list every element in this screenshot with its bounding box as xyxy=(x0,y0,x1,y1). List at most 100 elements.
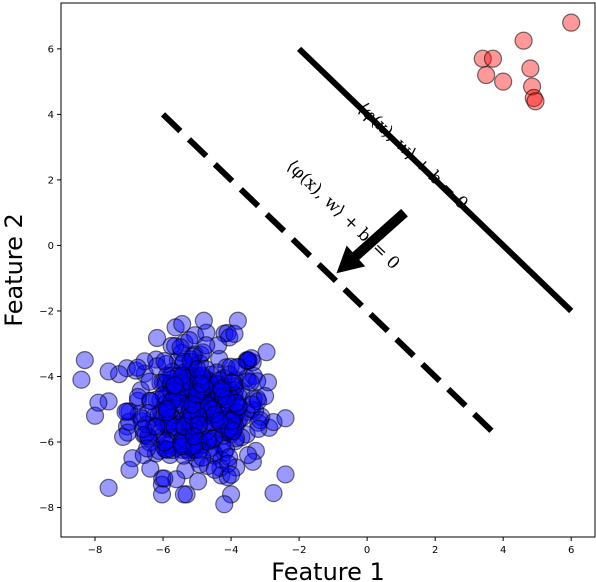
class-b-point xyxy=(128,358,147,377)
class-b-point xyxy=(89,393,108,412)
class-a-point xyxy=(483,49,503,68)
points-layer xyxy=(72,13,581,514)
class-b-point xyxy=(249,419,268,438)
class-b-point xyxy=(75,350,94,370)
class-a-point xyxy=(494,72,513,91)
class-b-point xyxy=(255,387,275,406)
y-tick-label: 4 xyxy=(48,110,54,121)
class-b-point xyxy=(219,454,238,473)
class-b-point xyxy=(225,324,244,343)
class-b-point xyxy=(147,417,166,436)
y-tick-label: −6 xyxy=(39,437,54,448)
y-tick-label: −2 xyxy=(39,306,54,317)
class-b-point xyxy=(120,460,139,479)
class-b-point xyxy=(157,366,177,385)
class-b-point xyxy=(215,495,234,514)
class-a-point xyxy=(521,59,540,78)
class-b-point xyxy=(147,328,167,348)
class-b-point xyxy=(212,379,231,398)
class-b-point xyxy=(191,374,211,393)
class-b-point xyxy=(188,472,208,491)
class-b-point xyxy=(226,393,245,413)
class-b-point xyxy=(138,439,157,458)
class-b-point xyxy=(226,417,245,436)
class-a-point xyxy=(562,13,581,32)
class-b-point xyxy=(217,390,236,409)
class-b-point xyxy=(276,465,295,484)
class-b-point xyxy=(155,351,174,371)
class-b-point xyxy=(155,469,174,488)
x-tick-label: −6 xyxy=(156,545,171,556)
class-b-point xyxy=(152,485,172,504)
class-b-point xyxy=(227,358,246,377)
x-tick-label: 2 xyxy=(432,545,438,556)
class-b-point xyxy=(188,360,207,379)
y-tick-label: −8 xyxy=(39,503,54,514)
class-b-point xyxy=(134,420,153,439)
x-tick-label: −4 xyxy=(224,545,239,556)
class-b-point xyxy=(220,448,239,467)
class-b-point xyxy=(140,372,159,391)
class-b-point xyxy=(264,412,283,432)
class-b-point xyxy=(205,460,224,479)
class-b-point xyxy=(173,314,192,334)
class-b-point xyxy=(155,433,175,452)
class-b-point xyxy=(183,395,202,414)
class-b-point xyxy=(238,445,258,465)
y-tick-label: 2 xyxy=(48,175,54,186)
class-a-point xyxy=(477,65,496,85)
class-a-point xyxy=(526,92,545,111)
class-b-point xyxy=(182,406,201,425)
class-b-point xyxy=(193,448,212,467)
class-b-point xyxy=(194,311,213,330)
class-b-point xyxy=(197,323,216,342)
class-b-point xyxy=(276,409,295,428)
hyperplane-line xyxy=(297,46,574,314)
class-b-point xyxy=(242,349,261,368)
ticks-layer: −8 −6 −4 −2 0 2 4 6 −8 −6 −4 −2 0 2 4 6 xyxy=(39,44,574,556)
class-b-point xyxy=(221,485,241,504)
class-b-point xyxy=(257,343,276,362)
class-b-point xyxy=(184,427,204,446)
class-b-point xyxy=(184,417,204,436)
class-b-point xyxy=(192,397,211,416)
class-b-point xyxy=(210,411,229,431)
class-b-point xyxy=(241,373,260,392)
class-b-point xyxy=(172,366,192,385)
class-b-point xyxy=(116,402,135,421)
class-b-point xyxy=(165,376,184,395)
class-b-point xyxy=(157,400,176,419)
shift-arrow xyxy=(336,208,408,274)
plot-frame xyxy=(60,2,596,538)
class-b-point xyxy=(221,465,241,484)
class-a-point xyxy=(514,31,533,50)
y-tick-label: 0 xyxy=(48,241,54,252)
y-tick-label: 6 xyxy=(48,44,54,55)
x-tick-label: 0 xyxy=(364,545,370,556)
class-b-point xyxy=(99,362,118,381)
hyperplane-label: ⟨φ(x), w⟩ + b = 0 xyxy=(353,99,471,214)
class-b-point xyxy=(165,417,184,436)
class-b-point xyxy=(264,484,283,503)
class-b-point xyxy=(197,336,216,355)
class-b-point xyxy=(221,357,240,376)
class-b-point xyxy=(141,459,160,478)
x-tick-label: −2 xyxy=(292,545,307,556)
shifted-hyperplane-line xyxy=(160,112,502,441)
class-b-point xyxy=(72,370,91,389)
class-b-point xyxy=(187,385,206,404)
x-tick-label: −8 xyxy=(88,545,103,556)
x-tick-label: 6 xyxy=(568,545,574,556)
class-b-point xyxy=(174,485,193,504)
class-b-point xyxy=(99,478,118,497)
class-b-point xyxy=(171,338,190,357)
class-b-point xyxy=(222,411,241,430)
class-b-point xyxy=(248,372,267,391)
class-a-point xyxy=(522,77,542,96)
x-tick-label: 4 xyxy=(500,545,506,556)
class-b-point xyxy=(189,415,208,434)
y-tick-label: −4 xyxy=(39,372,54,383)
x-axis-title: Feature 1 xyxy=(271,558,385,582)
y-axis-title: Feature 2 xyxy=(0,213,28,327)
